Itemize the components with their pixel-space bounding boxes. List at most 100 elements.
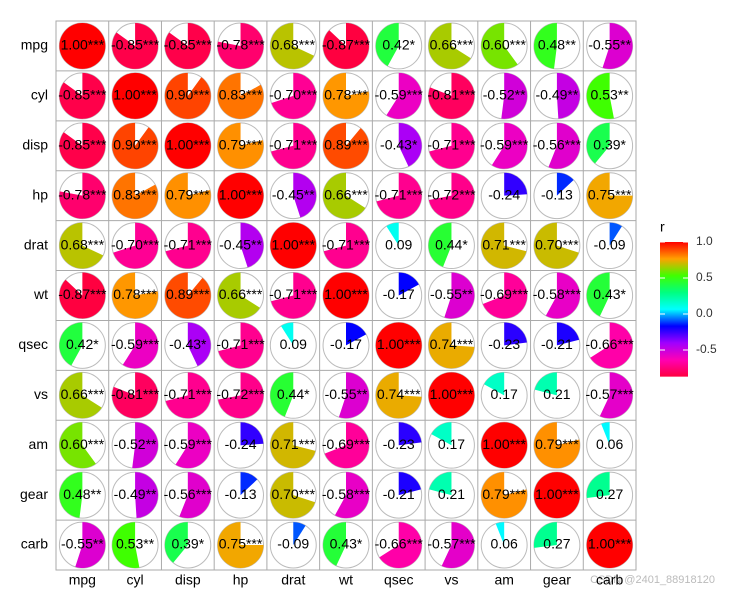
value-label: 0.66*** [219, 286, 263, 302]
value-label: 1.00*** [61, 37, 105, 53]
value-label: 0.70*** [271, 486, 315, 502]
pie-wedge [112, 522, 140, 568]
pie-wedge [164, 172, 211, 219]
pie-wedge [376, 172, 422, 219]
pie-wedge [338, 372, 369, 419]
pie-wedge [217, 172, 264, 219]
value-label: 0.66*** [324, 186, 368, 202]
value-label: 1.00*** [113, 87, 157, 103]
value-label: -0.49** [114, 486, 157, 502]
pie-wedge [112, 23, 159, 69]
value-label: 1.00*** [271, 236, 315, 252]
pie-wedge [165, 222, 211, 269]
value-label: 0.17 [438, 436, 465, 452]
pie-wedge [441, 522, 475, 568]
pie-wedge [504, 172, 528, 196]
pie-wedge [59, 322, 83, 366]
value-label: 0.27 [596, 486, 623, 502]
pie-wedge [501, 72, 528, 119]
pie-wedge [270, 23, 315, 69]
value-label: 0.09 [385, 236, 412, 252]
value-label: 0.53** [116, 536, 155, 552]
value-label: 1.00*** [377, 336, 421, 352]
pie-wedge [217, 522, 264, 568]
value-label: -0.59*** [164, 436, 213, 452]
pie-wedge [324, 422, 369, 469]
pie-wedge [323, 172, 366, 219]
column-label: gear [543, 572, 571, 588]
value-label: -0.78*** [58, 186, 107, 202]
pie-wedge [112, 72, 159, 119]
pie-wedge [533, 472, 580, 519]
pie-wedge [323, 23, 369, 69]
value-label: -0.09 [594, 236, 626, 252]
row-label: gear [20, 486, 48, 502]
pie-wedge [293, 522, 306, 546]
pie-wedge [482, 272, 528, 319]
value-label: -0.81*** [111, 386, 160, 402]
value-label: -0.43* [380, 136, 418, 152]
pie-wedge [113, 222, 159, 269]
pie-wedge [556, 72, 580, 119]
value-label: 0.78*** [324, 87, 368, 103]
pie-wedge [586, 522, 633, 569]
value-label: -0.55** [61, 536, 104, 552]
value-label: 0.68*** [61, 236, 105, 252]
pie-wedge [217, 72, 264, 119]
value-label: 0.90*** [166, 87, 210, 103]
row-label: wt [33, 286, 48, 302]
pie-wedge [164, 272, 211, 319]
value-label: -0.87*** [58, 286, 107, 302]
value-label: -0.71*** [216, 336, 265, 352]
value-label: 0.74*** [377, 386, 421, 402]
value-label: -0.72*** [216, 386, 265, 402]
colorbar-tick-label: 0.5 [696, 270, 713, 284]
value-label: 0.71*** [482, 236, 526, 252]
value-label: 0.06 [596, 436, 623, 452]
value-label: -0.71*** [427, 136, 476, 152]
pie-wedge [379, 522, 422, 568]
value-label: -0.58*** [533, 286, 582, 302]
pie-wedge [484, 372, 505, 396]
value-label: 0.06 [491, 536, 518, 552]
pie-wedge [217, 23, 264, 69]
value-label: -0.71*** [269, 136, 318, 152]
value-label: 0.79*** [535, 436, 579, 452]
value-label: 1.00*** [324, 286, 368, 302]
pie-wedge [556, 172, 574, 196]
pie-wedge [504, 322, 527, 346]
row-label: cyl [31, 87, 48, 103]
pie-wedge [132, 422, 159, 469]
pie-wedge [59, 222, 104, 269]
value-label: -0.57*** [586, 386, 635, 402]
value-label: -0.49** [536, 87, 579, 103]
pie-wedge [59, 422, 96, 469]
pie-wedge [271, 72, 317, 119]
value-label: -0.55** [588, 37, 631, 53]
value-label: -0.56*** [164, 486, 213, 502]
value-label: 0.75*** [219, 536, 263, 552]
watermark: CSDN @2401_88918120 [590, 574, 715, 586]
pie-wedge [323, 522, 346, 566]
value-label: -0.52** [114, 436, 157, 452]
value-label: 0.21 [543, 386, 570, 402]
value-label: 0.83*** [219, 87, 263, 103]
pie-wedge [398, 122, 422, 167]
pie-wedge [386, 72, 422, 119]
value-label: -0.85*** [164, 37, 213, 53]
pie-wedge [586, 472, 610, 499]
value-label: -0.13 [225, 486, 257, 502]
value-label: -0.59*** [111, 336, 160, 352]
value-label: 0.79*** [219, 136, 263, 152]
pie-wedge [112, 372, 159, 419]
value-label: -0.55** [430, 286, 473, 302]
value-label: -0.09 [277, 536, 309, 552]
pie-wedge [164, 522, 188, 563]
pie-wedge [375, 322, 422, 369]
pie-wedge [270, 222, 317, 269]
value-label: 0.39* [593, 136, 626, 152]
pie-wedge [217, 122, 264, 169]
pie-wedge [240, 222, 264, 268]
column-label: disp [175, 572, 201, 588]
